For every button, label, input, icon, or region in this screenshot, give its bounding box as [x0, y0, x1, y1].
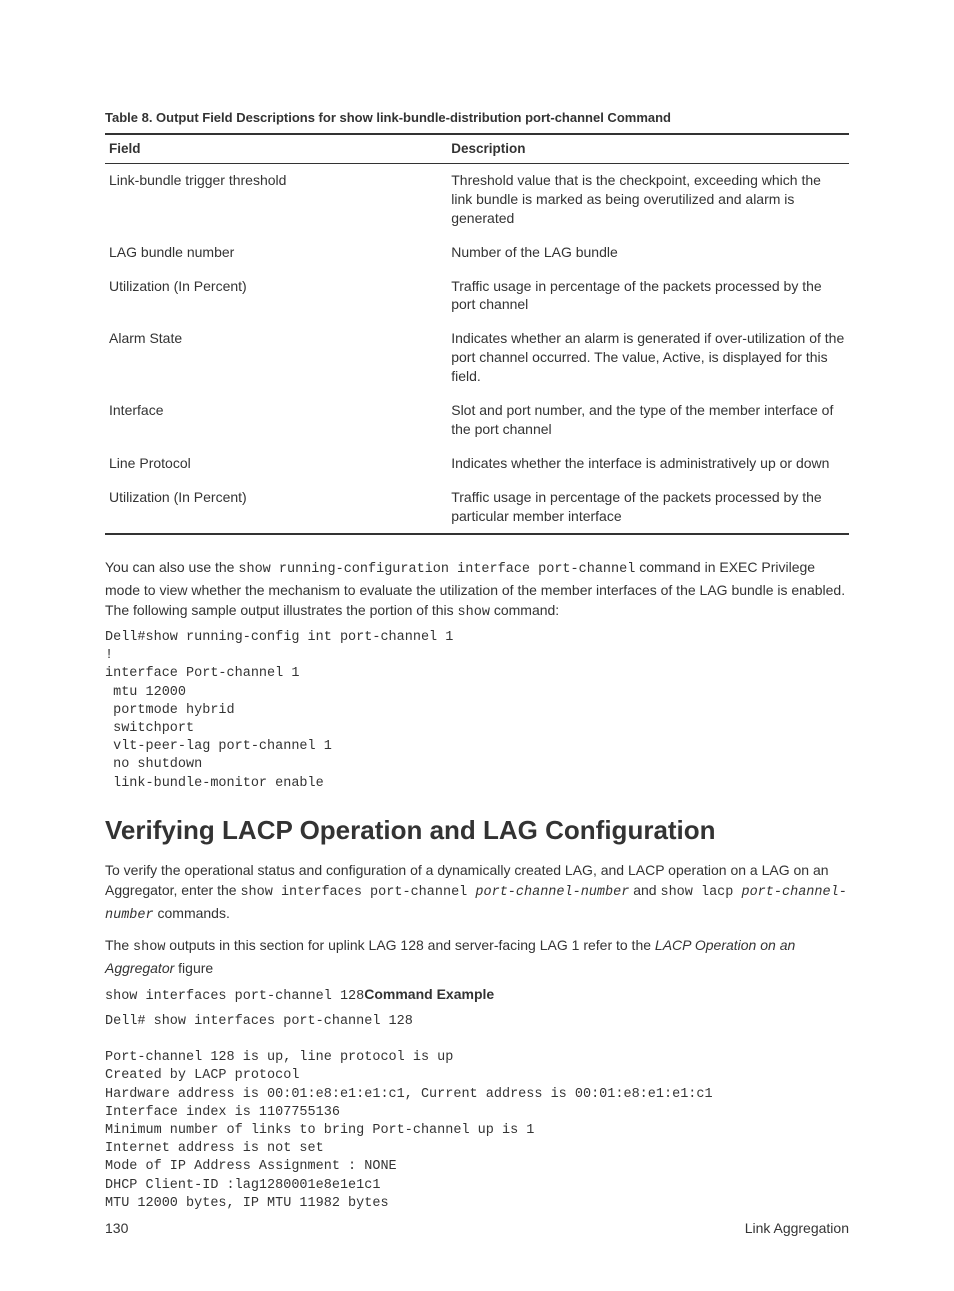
- footer-section: Link Aggregation: [745, 1220, 849, 1236]
- table-row: LAG bundle numberNumber of the LAG bundl…: [105, 236, 849, 270]
- page-footer: 130 Link Aggregation: [105, 1220, 849, 1236]
- cell-field: Interface: [105, 394, 447, 447]
- code-show-word: show: [133, 940, 165, 955]
- cell-desc: Number of the LAG bundle: [447, 236, 849, 270]
- th-field: Field: [105, 134, 447, 164]
- code-show-running: show running-configuration interface por…: [238, 562, 635, 577]
- paragraph-verify-intro: To verify the operational status and con…: [105, 860, 849, 925]
- example-label: Command Example: [364, 986, 494, 1002]
- cell-field: Link-bundle trigger threshold: [105, 164, 447, 236]
- table-row: InterfaceSlot and port number, and the t…: [105, 394, 849, 447]
- page-container: Table 8. Output Field Descriptions for s…: [0, 0, 954, 1291]
- code-show: show: [458, 605, 490, 620]
- cell-field: Utilization (In Percent): [105, 481, 447, 535]
- cell-field: Utilization (In Percent): [105, 270, 447, 323]
- paragraph-running-config: You can also use the show running-config…: [105, 557, 849, 622]
- code-show-lacp: show lacp: [660, 885, 741, 900]
- cell-desc: Slot and port number, and the type of th…: [447, 394, 849, 447]
- code-example-command: show interfaces port-channel 128: [105, 989, 364, 1004]
- arg-port-channel-number-1: port-channel-number: [475, 885, 629, 900]
- cell-desc: Indicates whether an alarm is generated …: [447, 322, 849, 394]
- cell-field: Line Protocol: [105, 447, 447, 481]
- cell-desc: Traffic usage in percentage of the packe…: [447, 270, 849, 323]
- code-show-interfaces: show interfaces port-channel: [240, 885, 475, 900]
- cell-field: Alarm State: [105, 322, 447, 394]
- cell-desc: Threshold value that is the checkpoint, …: [447, 164, 849, 236]
- table-row: Link-bundle trigger thresholdThreshold v…: [105, 164, 849, 236]
- table-caption: Table 8. Output Field Descriptions for s…: [105, 110, 849, 125]
- table-row: Alarm StateIndicates whether an alarm is…: [105, 322, 849, 394]
- th-description: Description: [447, 134, 849, 164]
- table-row: Line ProtocolIndicates whether the inter…: [105, 447, 849, 481]
- output-field-table: Field Description Link-bundle trigger th…: [105, 133, 849, 535]
- code-block-running-config: Dell#show running-config int port-channe…: [105, 629, 849, 793]
- table-row: Utilization (In Percent)Traffic usage in…: [105, 481, 849, 535]
- cell-desc: Indicates whether the interface is admin…: [447, 447, 849, 481]
- table-row: Utilization (In Percent)Traffic usage in…: [105, 270, 849, 323]
- cell-desc: Traffic usage in percentage of the packe…: [447, 481, 849, 535]
- section-heading-verifying: Verifying LACP Operation and LAG Configu…: [105, 815, 849, 846]
- example-heading: show interfaces port-channel 128Command …: [105, 984, 849, 1007]
- code-block-show-interfaces: Dell# show interfaces port-channel 128 P…: [105, 1013, 849, 1213]
- cell-field: LAG bundle number: [105, 236, 447, 270]
- paragraph-show-outputs: The show outputs in this section for upl…: [105, 935, 849, 978]
- page-number: 130: [105, 1220, 128, 1236]
